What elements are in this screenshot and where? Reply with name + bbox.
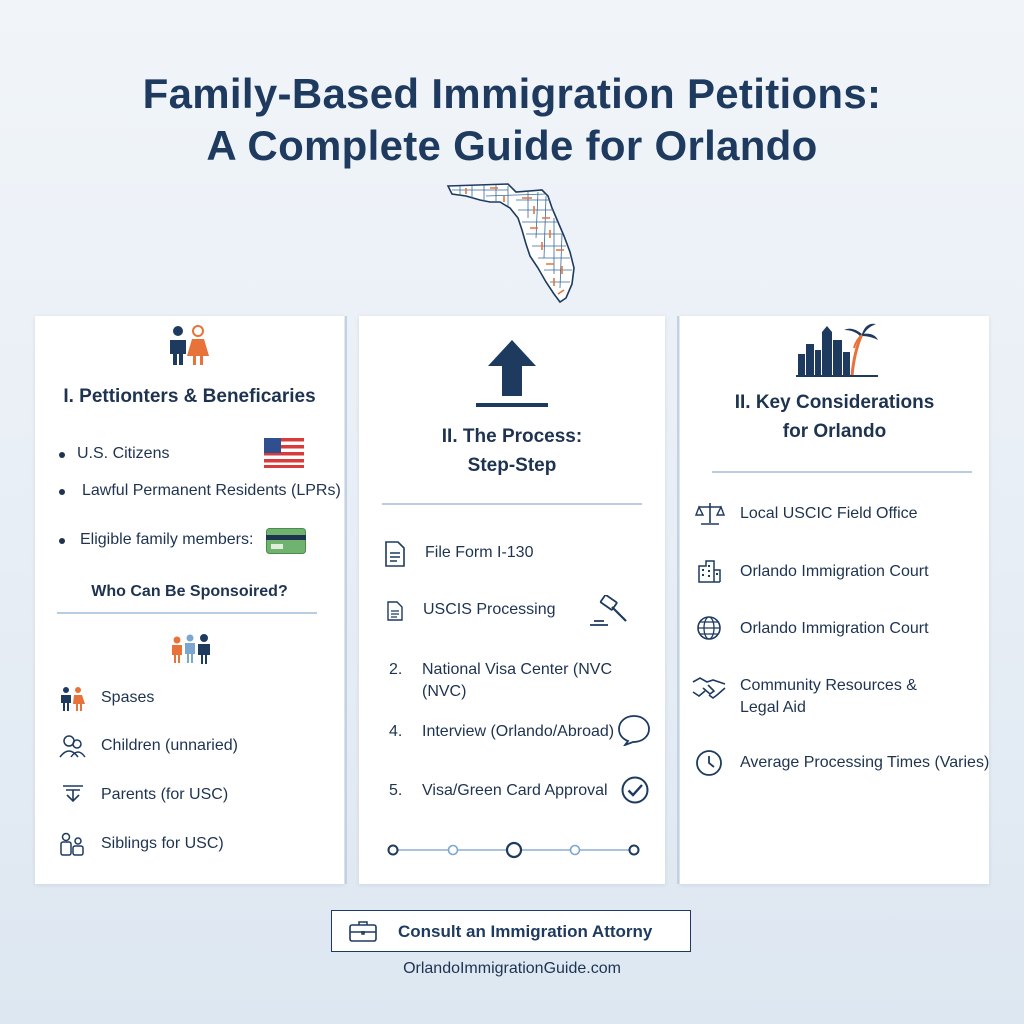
scales-icon	[695, 503, 725, 525]
title-line-1: Family-Based Immigration Petitions:	[142, 70, 882, 117]
page-title: Family-Based Immigration Petitions: A Co…	[0, 68, 1024, 172]
sponsored-item-children: Children (unnaried)	[101, 737, 238, 754]
consult-attorney-label: Consult an Immigration Attorny	[398, 922, 653, 941]
process-step-nvc: National Visa Center (NVC	[422, 661, 613, 678]
process-step-number: 4.	[389, 723, 403, 740]
considerations-heading-line-2: for Orlando	[782, 421, 887, 442]
process-step-interview: Interview (Orlando/Abroad)	[422, 723, 615, 740]
siblings-icon	[60, 832, 84, 856]
children-icon	[59, 735, 86, 758]
considerations-heading: II. Key Considerations for Orlando	[680, 388, 989, 446]
building-icon	[698, 560, 721, 583]
process-step-uscis: USCIS Processing	[423, 601, 556, 618]
sponsored-item-spouses: Spases	[101, 689, 155, 706]
progress-dot-5	[628, 844, 640, 856]
bullet-dot	[59, 538, 65, 544]
process-step-number: 2.	[389, 661, 403, 678]
couple-header-icon	[170, 325, 209, 365]
progress-dot-1	[387, 844, 399, 856]
process-heading-line-2: Step-Step	[467, 455, 557, 476]
divider	[382, 503, 642, 505]
globe-icon	[697, 616, 721, 640]
up-arrow-icon	[476, 340, 548, 407]
process-step-number: 5.	[389, 782, 403, 799]
florida-map-icon	[446, 183, 575, 304]
sponsored-item-parents: Parents (for USC)	[101, 786, 229, 803]
column-divider-2	[677, 316, 679, 884]
progress-timeline	[387, 841, 640, 859]
gavel-icon	[590, 595, 627, 626]
progress-dot-4	[569, 844, 581, 856]
couple-icon	[61, 687, 85, 711]
divider	[57, 612, 317, 614]
column-divider-1	[345, 316, 347, 884]
bullet-dot	[59, 489, 65, 495]
briefcase-icon	[349, 921, 377, 942]
process-step-nvc-line-2: (NVC)	[422, 683, 467, 700]
consideration-immigration-court-1: Orlando Immigration Court	[740, 563, 929, 580]
considerations-card	[680, 316, 989, 884]
considerations-heading-line-1: II. Key Considerations	[734, 392, 935, 413]
handshake-icon	[692, 677, 726, 699]
consideration-legal-aid: Legal Aid	[740, 699, 806, 716]
sponsored-item-siblings: Siblings for USC)	[101, 835, 224, 852]
speech-bubble-icon	[618, 715, 650, 746]
us-flag-icon	[264, 438, 304, 468]
clock-icon	[696, 750, 722, 776]
parents-icon	[63, 785, 83, 803]
bullet-dot	[59, 452, 65, 458]
petitioners-card	[35, 316, 344, 884]
consideration-community-resources: Community Resources &	[740, 677, 917, 694]
sponsored-heading: Who Can Be Sponsoired?	[91, 583, 288, 600]
consideration-immigration-court-2: Orlando Immigration Court	[740, 620, 929, 637]
family-group-icon	[172, 634, 210, 664]
petitioner-item-citizens: U.S. Citizens	[77, 445, 170, 462]
consideration-field-office: Local USCIC Field Office	[740, 505, 918, 522]
petitioner-item-lprs: Lawful Permanent Residents (LPRs)	[82, 482, 341, 499]
petitioner-item-family: Eligible‌ family members:	[80, 531, 254, 548]
title-line-2: A Complete Guide for Orlando	[206, 122, 818, 169]
process-heading-line-1: II. The Process:	[441, 426, 583, 447]
process-step-file-form: File Form I-130	[425, 544, 534, 561]
process-step-approval: Visa/Green Card Approval	[422, 782, 608, 799]
website-link[interactable]: OrlandoImmigrationGuide.com	[403, 960, 621, 977]
petitioners-heading: I. Pettionters & Beneficaries	[63, 386, 316, 407]
divider	[712, 471, 972, 473]
orlando-skyline-icon	[796, 323, 878, 377]
green-card-icon	[266, 528, 306, 554]
progress-dot-3	[505, 841, 523, 859]
process-heading: II. The Process: Step-Step	[359, 422, 665, 480]
consult-attorney-button[interactable]: Consult an Immigration Attorny	[331, 910, 691, 952]
document-icon	[387, 601, 403, 621]
check-circle-icon	[621, 776, 649, 804]
consideration-processing-times: Average Processing Times (Varies)	[740, 754, 990, 771]
progress-dot-2	[447, 844, 459, 856]
document-icon	[385, 541, 405, 567]
